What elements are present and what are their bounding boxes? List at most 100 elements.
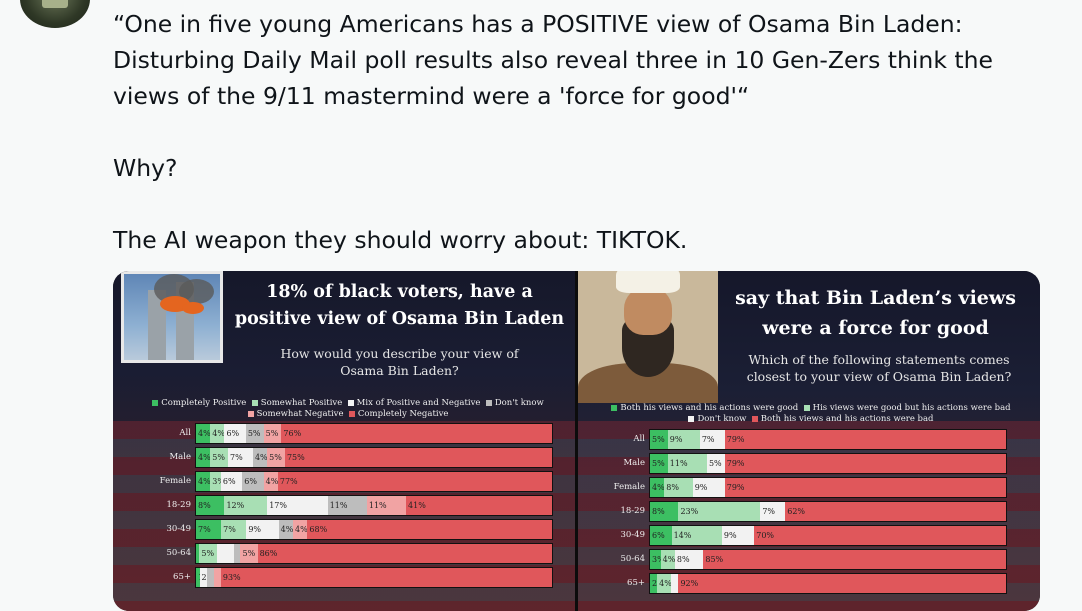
data-label: 7% (223, 525, 236, 534)
stacked-bar: 4% 3% 6% 6% 4% 77% (195, 471, 553, 492)
data-label: 6% (652, 531, 665, 540)
left-legend: Completely Positive Somewhat Positive Mi… (123, 398, 573, 420)
data-label: 75% (286, 453, 305, 462)
bar-segment (216, 544, 234, 563)
data-label: 6% (222, 477, 236, 486)
bar-segment: 2% (199, 568, 214, 587)
data-label: 11% (669, 459, 688, 468)
bar-segment: 92% (678, 574, 1006, 593)
bar-segment: 7% (228, 448, 253, 467)
data-label: 4% (198, 429, 211, 438)
bar-segment: 79% (724, 454, 1006, 473)
stacked-bar: 1%2%93% (195, 567, 553, 588)
bar-segment: 62% (785, 502, 1006, 521)
legend-item: His views were good but his actions were… (803, 403, 1011, 413)
left-question-line1: How would you describe your view of (280, 346, 519, 361)
bar-segment: 68% (307, 520, 552, 539)
bar-segment (233, 544, 241, 563)
legend-item: Completely Positive (152, 398, 246, 408)
data-label: 5% (242, 549, 256, 558)
bar-segment: 7% (196, 520, 222, 539)
right-question: Which of the following statements comes … (718, 351, 1040, 385)
row-label: Female (159, 476, 191, 486)
data-label: 4% (652, 483, 665, 492)
bar-segment: 41% (406, 496, 552, 515)
media-divider (575, 271, 578, 611)
data-label: 6% (226, 429, 240, 438)
left-headline-line2: positive view of Osama Bin Laden (234, 309, 565, 329)
right-headline-line2: were a force for good (762, 317, 989, 339)
row-label: Male (623, 458, 645, 468)
bar-segment: 8% (650, 502, 679, 521)
data-label: 4% (212, 429, 225, 438)
bar-segment: 8% (674, 550, 704, 569)
tweet-media[interactable]: 18% of black voters, have a positive vie… (113, 271, 1040, 611)
data-label: 23% (680, 507, 699, 516)
bar-segment: 12% (224, 496, 268, 515)
bar-segment: 4% (660, 550, 676, 569)
data-label: 76% (283, 429, 302, 438)
stacked-bar: 4% 5% 7% 4% 5% 75% (195, 447, 553, 468)
bar-segment: 9% (692, 478, 725, 497)
data-label: 5% (652, 435, 665, 444)
bar-segment: 4% (650, 478, 665, 497)
bar-segment: 70% (754, 526, 1006, 545)
stacked-bar: 8% 23% 7% 62% (649, 501, 1007, 522)
data-label: 7% (230, 453, 243, 462)
bar-segment: 75% (284, 448, 552, 467)
data-label: 11% (329, 501, 348, 510)
data-label: 5% (201, 549, 215, 558)
data-label: 5% (652, 459, 665, 468)
data-label: 68% (309, 525, 328, 534)
bar-segment: 5% (245, 424, 264, 443)
stacked-bar: 7% 7% 9% 4% 4% 68% (195, 519, 553, 540)
data-label: 4% (198, 453, 211, 462)
bar-segment: 86% (257, 544, 552, 563)
data-label: 4% (662, 555, 676, 564)
row-label: 50-64 (620, 554, 645, 564)
data-label: 85% (705, 555, 724, 564)
data-label: 8% (652, 507, 665, 516)
bar-segment: 6% (650, 526, 672, 545)
bar-segment (206, 568, 214, 587)
row-label: All (179, 428, 191, 438)
bar-segment: 7% (760, 502, 786, 521)
stacked-bar: 4% 4% 6% 5% 5% 76% (195, 423, 553, 444)
stacked-bar: 1%5%5%86% (195, 543, 553, 564)
row-label: Male (169, 452, 191, 462)
tweet-line-3: views of the 9/11 mastermind were a 'for… (113, 82, 750, 110)
data-label: 11% (368, 501, 387, 510)
data-label: 5% (269, 453, 282, 462)
legend-item: Completely Negative (348, 409, 448, 419)
chart-image-right[interactable]: say that Bin Laden’s views were a force … (578, 271, 1040, 611)
data-label: 4% (198, 477, 211, 486)
bar-segment: 5% (240, 544, 258, 563)
data-label: 7% (762, 507, 776, 516)
data-label: 93% (222, 573, 241, 582)
bar-segment (671, 574, 679, 593)
bar-segment: 11% (366, 496, 407, 515)
legend-item: Don't know (688, 414, 746, 424)
bar-segment: 11% (667, 454, 707, 473)
stacked-bar: 8% 12% 17% 11% 11% 41% (195, 495, 553, 516)
bar-segment: 5% (706, 454, 725, 473)
row-label: 50-64 (166, 548, 191, 558)
left-question-line2: Osama Bin Laden? (340, 363, 459, 378)
bar-segment: 4% (196, 472, 211, 491)
bar-segment: 4% (293, 520, 308, 539)
bar-segment: 5% (263, 424, 282, 443)
chart-image-left[interactable]: 18% of black voters, have a positive vie… (113, 271, 575, 611)
bar-segment: 4% (252, 448, 268, 467)
data-label: 7% (198, 525, 211, 534)
data-label: 5% (247, 429, 261, 438)
data-label: 5% (265, 429, 279, 438)
data-label: 17% (269, 501, 287, 510)
data-label: 4% (254, 453, 268, 462)
user-avatar[interactable] (20, 0, 90, 28)
avatar-image (42, 0, 68, 8)
data-label: 79% (726, 459, 745, 468)
row-label: Female (613, 482, 645, 492)
legend-item: Mix of Positive and Negative (347, 398, 480, 408)
stacked-bar: 5% 11% 5% 79% (649, 453, 1007, 474)
bar-segment: 3% (210, 472, 225, 491)
